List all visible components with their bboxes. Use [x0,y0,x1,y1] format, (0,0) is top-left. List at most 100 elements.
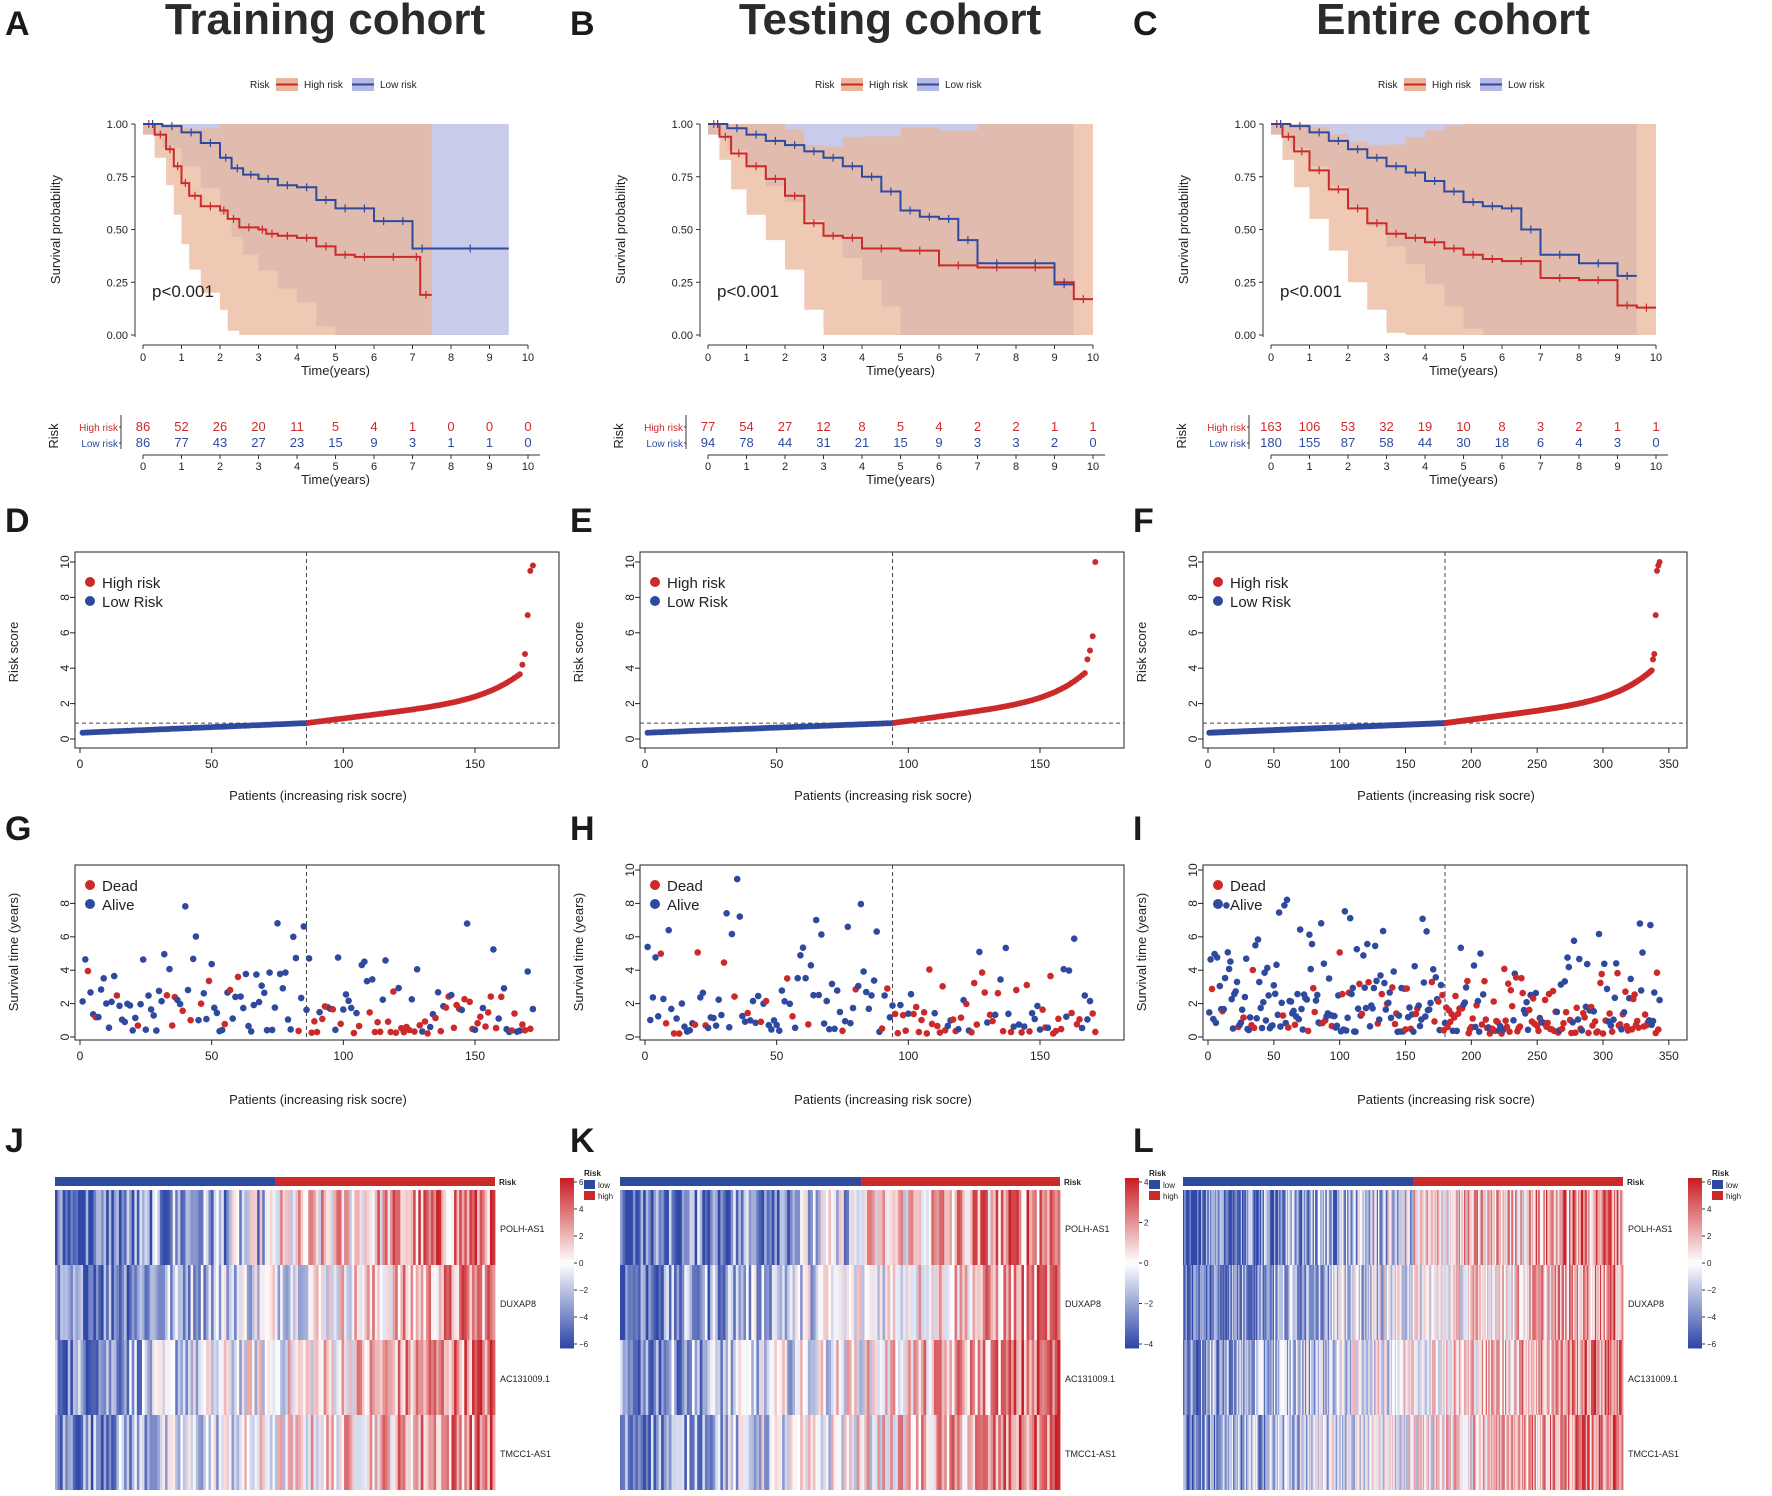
heatmap-cell [1511,1415,1514,1490]
surv-point-dead [477,1013,484,1021]
heatmap-cell [1574,1415,1576,1490]
heatmap-cell [1605,1340,1607,1415]
surv-point-alive [413,966,421,973]
heatmap-cell [993,1340,997,1415]
heatmap-cell [1284,1340,1287,1415]
heatmap-cell [1354,1415,1357,1490]
heatmap-cell [1222,1415,1225,1490]
heatmap-cell [1562,1415,1565,1490]
heatmap-cell [635,1265,639,1340]
heatmap-cell [1239,1340,1242,1415]
heat-scale-step [1688,1206,1702,1210]
heatmap-cell [1354,1340,1357,1415]
heatmap-cell [1218,1340,1221,1415]
heatmap-cell [1417,1190,1420,1265]
heatmap-cell [313,1265,317,1340]
surv-point-alive [868,992,875,999]
heatmap-cell [1571,1265,1574,1340]
heatmap-cell [1242,1190,1244,1265]
heatmap-cell [1360,1190,1362,1265]
heatmap-cell [118,1265,122,1340]
heatmap-cell [972,1190,976,1265]
heatmap-cell [1501,1340,1503,1415]
heatmap-cell [1191,1265,1194,1340]
km-x-tick-label: 4 [859,352,865,364]
surv-point-dead [1435,998,1442,1005]
heatmap-cell [1304,1265,1307,1340]
heatmap-cell [413,1265,417,1340]
heatmap-cell [1217,1340,1220,1415]
heatmap-cell [1445,1190,1448,1265]
heatmap-cell [1318,1190,1321,1265]
heatmap-cell [1304,1340,1307,1415]
heatmap-cell [1034,1415,1038,1490]
km-y-tick-label: 0.00 [1235,330,1256,342]
panel-letter-risk: D [5,502,30,540]
heatmap-cell [1197,1265,1199,1340]
surv-point-dead [168,1022,176,1029]
surv-point-dead [1013,986,1020,994]
heat-scale-step [1125,1302,1139,1306]
heatmap-cell [676,1415,680,1490]
km-y-tick-label: 0.25 [672,277,693,289]
heatmap-cell [136,1265,140,1340]
surv-point-alive [747,1017,754,1024]
heat-scale-tick-label: −2 [1144,1300,1154,1309]
surv-point-dead [313,1028,321,1036]
heatmap-cell [836,1340,840,1415]
cohort-title: Testing cohort [739,0,1042,44]
heatmap-cell [1451,1265,1453,1340]
heatmap-cell [1488,1190,1490,1265]
heatmap-cell [492,1190,496,1265]
heatmap-cell [1013,1190,1017,1265]
heatmap-cell [410,1190,414,1265]
heatmap-cell [1614,1265,1616,1340]
risk-point-high [1081,670,1088,677]
heatmap-cell [1376,1415,1379,1490]
heatmap-cell [1199,1415,1202,1490]
surv-y-tick-label: 0 [58,1033,72,1040]
surv-point-alive [873,928,880,935]
heatmap-cell [879,1190,883,1265]
heat-scale-step [1688,1328,1702,1332]
surv-point-alive [1278,999,1285,1007]
heatmap-cell [374,1340,378,1415]
heatmap-cell [1292,1265,1294,1340]
surv-point-alive [820,1020,828,1027]
surv-point-dead [1628,1026,1636,1033]
surv-point-alive [266,969,273,976]
heatmap-cell [1538,1265,1541,1340]
heatmap-cell [903,1340,907,1415]
heatmap-cell [658,1340,662,1415]
surv-point-alive [865,1005,873,1013]
heat-scale-step [1125,1223,1139,1227]
heatmap-cell [282,1190,286,1265]
surv-point-alive [1252,942,1259,949]
surv-point-alive [955,1025,962,1033]
heatmap-cell [221,1415,225,1490]
heatmap-cell [438,1415,442,1490]
heatmap-cell [251,1265,255,1340]
heatmap-cell [290,1265,294,1340]
surv-point-alive [752,1019,759,1027]
heatmap-cell [1326,1340,1329,1415]
heatmap-cell [1377,1340,1380,1415]
heatmap-cell [1340,1265,1343,1340]
heatmap-cell [1469,1265,1471,1340]
heatmap-cell [1580,1190,1583,1265]
heatmap-cell [431,1340,435,1415]
heatmap-cell [1594,1415,1597,1490]
heatmap-cell [1513,1190,1516,1265]
surv-y-tick-label: 0 [623,1033,637,1040]
km-y-tick-label: 0.50 [107,225,128,237]
heatmap-cell [1199,1265,1202,1340]
heat-scale-step [1125,1183,1139,1187]
heatmap-cell [692,1340,696,1415]
heat-scale-step [1688,1294,1702,1298]
surv-point-alive [279,985,287,992]
heatmap-cell [1488,1415,1490,1490]
heatmap-cell [369,1415,373,1490]
risk-table-high-count: 86 [136,419,150,434]
heatmap-cell [1571,1415,1574,1490]
heatmap-cell [1215,1415,1217,1490]
